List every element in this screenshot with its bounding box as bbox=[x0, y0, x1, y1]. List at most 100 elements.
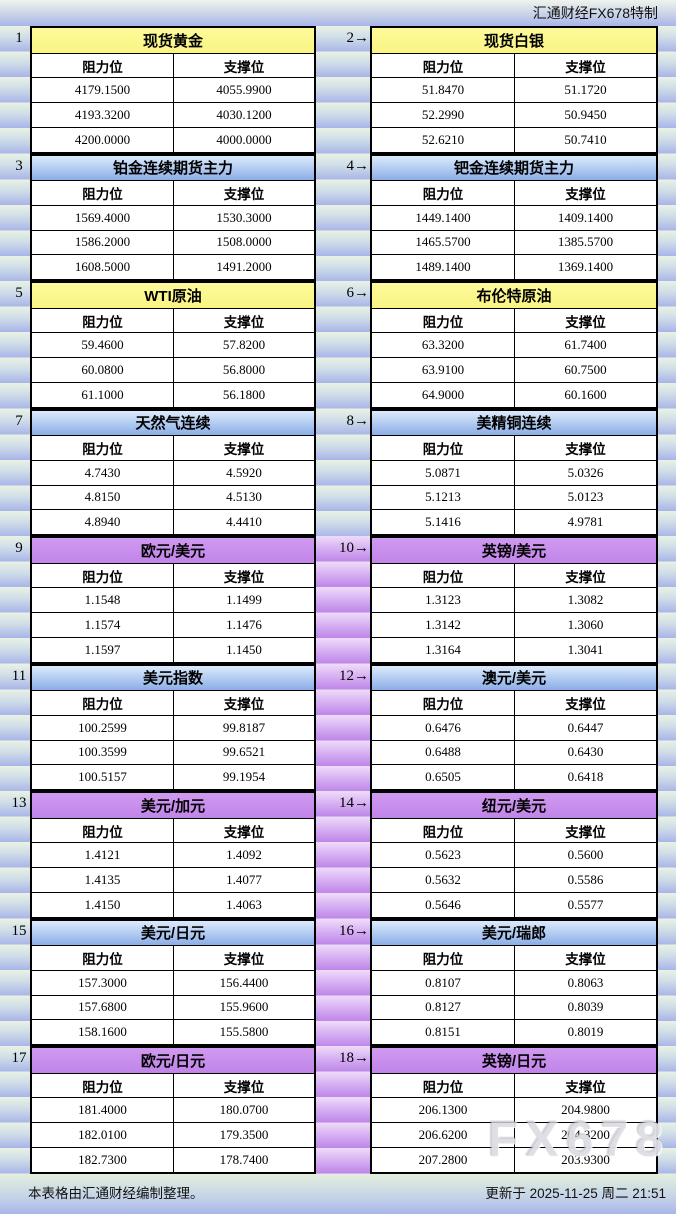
value-row: 0.8107 0.8063 bbox=[372, 969, 656, 995]
gutter-column: 8→ bbox=[316, 408, 370, 536]
column-header-row: 阻力位 支撑位 bbox=[32, 945, 314, 970]
panel-title: 纽元/美元 bbox=[372, 793, 656, 818]
value-row: 1586.2000 1508.0000 bbox=[32, 229, 314, 255]
value-row: 5.0871 5.0326 bbox=[372, 459, 656, 485]
value-row: 59.4600 57.8200 bbox=[32, 332, 314, 358]
support-value: 1.4092 bbox=[173, 843, 314, 868]
resistance-value: 1449.1400 bbox=[372, 205, 514, 230]
column-header-row: 阻力位 支撑位 bbox=[372, 1072, 656, 1098]
support-value: 203.9300 bbox=[514, 1147, 656, 1172]
quote-panel-right: 美元/瑞郎 阻力位 支撑位 0.8107 0.8063 0.8127 0.803… bbox=[370, 918, 658, 1046]
resistance-value: 0.8127 bbox=[372, 995, 514, 1020]
resistance-value: 4193.3200 bbox=[32, 103, 173, 127]
quote-panel-left: 美元/日元 阻力位 支撑位 157.3000 156.4400 157.6800… bbox=[30, 918, 316, 1046]
value-row: 63.9100 60.7500 bbox=[372, 357, 656, 382]
resistance-value: 64.9000 bbox=[372, 382, 514, 407]
footer: 本表格由汇通财经编制整理。 更新于 2025-11-25 周二 21:51 bbox=[0, 1173, 676, 1214]
resistance-value: 5.1213 bbox=[372, 485, 514, 510]
value-row: 0.8127 0.8039 bbox=[372, 994, 656, 1020]
resistance-value: 1.4135 bbox=[32, 868, 173, 892]
column-header-row: 阻力位 支撑位 bbox=[32, 307, 314, 333]
gutter-column: 4→ bbox=[316, 153, 370, 281]
value-row: 1.3142 1.3060 bbox=[372, 612, 656, 637]
panel-title: 英镑/日元 bbox=[372, 1048, 656, 1073]
section-row: 3 铂金连续期货主力 阻力位 支撑位 1569.4000 1530.3000 1… bbox=[0, 153, 676, 281]
left-number-column: 1 bbox=[8, 26, 30, 154]
section-row: 17 欧元/日元 阻力位 支撑位 181.4000 180.0700 182.0… bbox=[0, 1046, 676, 1174]
panel-number: 15 bbox=[11, 922, 27, 939]
resistance-header: 阻力位 bbox=[32, 181, 173, 205]
resistance-value: 181.4000 bbox=[32, 1098, 173, 1123]
column-header-row: 阻力位 支撑位 bbox=[32, 180, 314, 205]
resistance-value: 59.4600 bbox=[32, 333, 173, 358]
resistance-value: 0.6488 bbox=[372, 740, 514, 765]
left-number-column: 17 bbox=[8, 1046, 30, 1174]
resistance-header: 阻力位 bbox=[372, 181, 514, 205]
support-header: 支撑位 bbox=[514, 946, 656, 970]
resistance-value: 1.3123 bbox=[372, 588, 514, 613]
right-margin-strip bbox=[658, 26, 676, 154]
panel-title: 铂金连续期货主力 bbox=[32, 155, 314, 181]
value-row: 52.6210 50.7410 bbox=[372, 126, 656, 152]
left-margin-strip bbox=[0, 918, 8, 1046]
column-header-row: 阻力位 支撑位 bbox=[372, 945, 656, 970]
panel-number-arrow: 12→ bbox=[339, 667, 369, 684]
value-row: 1.3164 1.3041 bbox=[372, 636, 656, 662]
support-value: 5.0326 bbox=[514, 460, 656, 485]
value-row: 1489.1400 1369.1400 bbox=[372, 254, 656, 279]
value-row: 1.4121 1.4092 bbox=[32, 842, 314, 868]
resistance-value: 0.6476 bbox=[372, 715, 514, 740]
footer-note: 本表格由汇通财经编制整理。 bbox=[28, 1185, 204, 1201]
panel-number: 11 bbox=[11, 667, 27, 684]
panel-number-arrow: 2→ bbox=[346, 30, 370, 46]
resistance-value: 1489.1400 bbox=[372, 255, 514, 279]
right-margin-strip bbox=[658, 1046, 676, 1174]
support-value: 1.1450 bbox=[173, 637, 314, 662]
support-value: 204.9800 bbox=[514, 1098, 656, 1123]
quote-panel-right: 现货白银 阻力位 支撑位 51.8470 51.1720 52.2990 50.… bbox=[370, 26, 658, 154]
resistance-header: 阻力位 bbox=[372, 308, 514, 333]
value-row: 51.8470 51.1720 bbox=[372, 77, 656, 103]
support-value: 204.3200 bbox=[514, 1123, 656, 1147]
support-value: 56.8000 bbox=[173, 358, 314, 382]
panel-number: 7 bbox=[15, 412, 23, 429]
support-value: 0.8063 bbox=[514, 970, 656, 995]
quote-panel-left: 欧元/美元 阻力位 支撑位 1.1548 1.1499 1.1574 1.147… bbox=[30, 536, 316, 664]
quote-panel-left: 美元/加元 阻力位 支撑位 1.4121 1.4092 1.4135 1.407… bbox=[30, 791, 316, 919]
support-value: 1508.0000 bbox=[173, 230, 314, 255]
top-bar: 汇通财经FX678特制 bbox=[0, 0, 676, 26]
panel-title: 澳元/美元 bbox=[372, 665, 656, 691]
left-margin-strip bbox=[0, 26, 8, 154]
value-row: 0.5623 0.5600 bbox=[372, 842, 656, 868]
panel-number-arrow: 8→ bbox=[346, 412, 370, 429]
value-row: 100.2599 99.8187 bbox=[32, 714, 314, 740]
right-margin-strip bbox=[658, 153, 676, 281]
value-row: 1.1548 1.1499 bbox=[32, 587, 314, 613]
panel-title: 美元/加元 bbox=[32, 793, 314, 818]
panel-title: 美元指数 bbox=[32, 665, 314, 691]
support-value: 1491.2000 bbox=[173, 255, 314, 279]
resistance-header: 阻力位 bbox=[372, 436, 514, 460]
resistance-value: 1.1574 bbox=[32, 613, 173, 637]
value-row: 0.5632 0.5586 bbox=[372, 867, 656, 892]
panel-title: 现货黄金 bbox=[32, 28, 314, 53]
resistance-header: 阻力位 bbox=[32, 818, 173, 843]
value-row: 1.1574 1.1476 bbox=[32, 612, 314, 637]
left-margin-strip bbox=[0, 281, 8, 409]
support-value: 50.9450 bbox=[514, 103, 656, 127]
resistance-header: 阻力位 bbox=[32, 691, 173, 715]
resistance-value: 158.1600 bbox=[32, 1020, 173, 1044]
right-margin-strip bbox=[658, 408, 676, 536]
resistance-value: 4.7430 bbox=[32, 460, 173, 485]
support-header: 支撑位 bbox=[173, 818, 314, 843]
panel-number-arrow: 18→ bbox=[339, 1050, 369, 1066]
resistance-value: 4.8150 bbox=[32, 485, 173, 510]
resistance-value: 1.3142 bbox=[372, 613, 514, 637]
right-margin-strip bbox=[658, 536, 676, 664]
support-value: 0.6447 bbox=[514, 715, 656, 740]
panel-title: 布伦特原油 bbox=[372, 283, 656, 308]
panel-number: 13 bbox=[11, 795, 27, 811]
resistance-value: 182.7300 bbox=[32, 1147, 173, 1172]
support-value: 4.4410 bbox=[173, 510, 314, 534]
